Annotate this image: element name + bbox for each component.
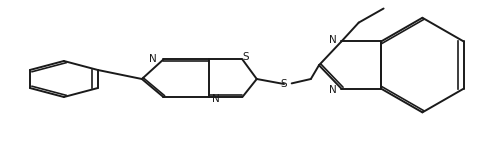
Text: S: S <box>242 52 249 62</box>
Text: N: N <box>149 54 157 64</box>
Text: N: N <box>329 85 337 95</box>
Text: N: N <box>212 94 220 104</box>
Text: S: S <box>281 79 288 89</box>
Text: N: N <box>329 35 337 45</box>
